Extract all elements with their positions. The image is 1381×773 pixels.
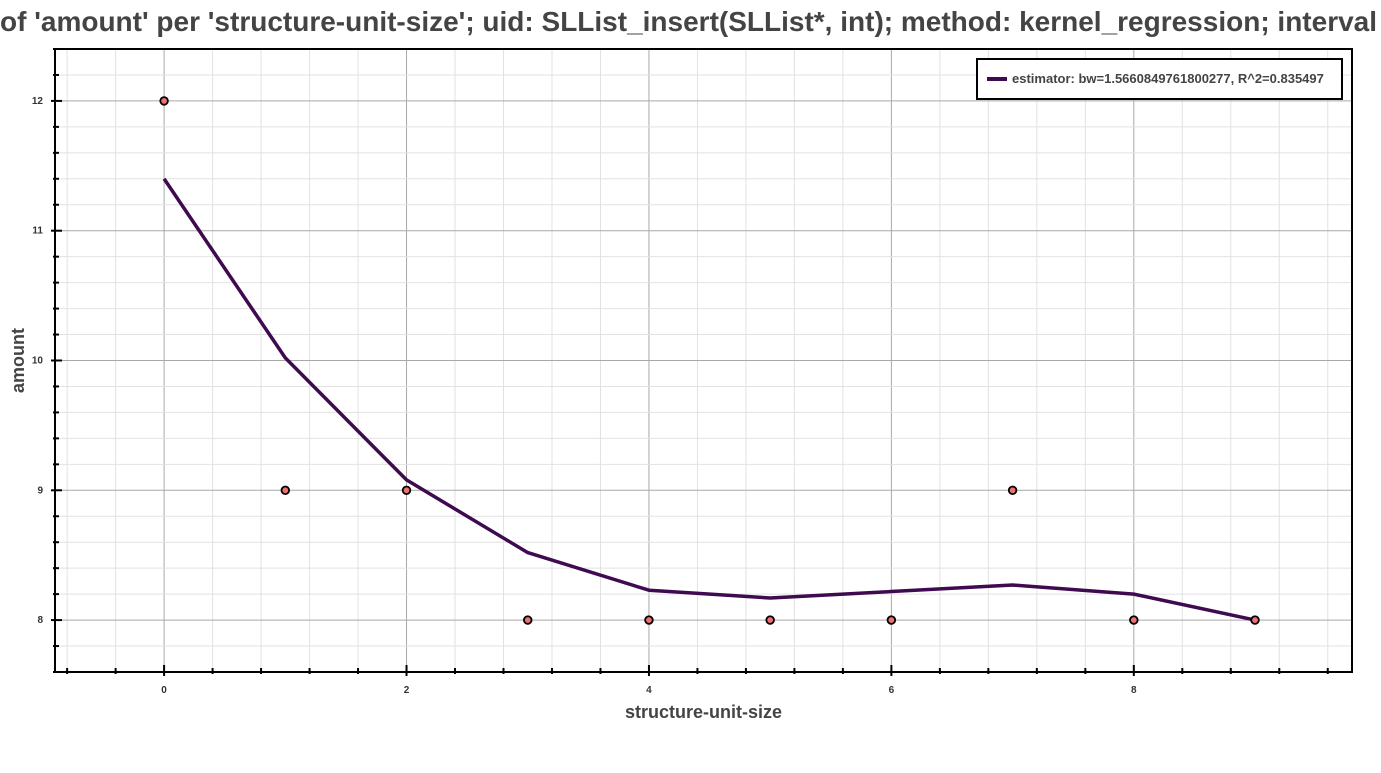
y-tick-label: 9 (37, 485, 43, 496)
legend-entry-estimator: estimator: bw=1.5660849761800277, R^2=0.… (1012, 71, 1324, 86)
y-tick-label: 8 (37, 615, 43, 626)
data-point (644, 615, 654, 625)
y-tick-label: 10 (32, 356, 44, 367)
data-point (765, 615, 775, 625)
x-tick-label: 6 (889, 685, 895, 696)
chart-title: of 'amount' per 'structure-unit-size'; u… (0, 6, 1378, 37)
x-axis-label: structure-unit-size (625, 702, 782, 722)
legend: estimator: bw=1.5660849761800277, R^2=0.… (976, 58, 1343, 100)
x-tick-label: 2 (404, 685, 410, 696)
y-tick-label: 11 (32, 226, 43, 237)
x-tick-label: 4 (646, 685, 652, 696)
grid (55, 48, 1352, 673)
axes: 0 2 4 6 8 8 9 10 11 12 (32, 48, 1329, 696)
data-point (1250, 615, 1260, 625)
data-point (1129, 615, 1139, 625)
y-tick-label: 12 (32, 96, 44, 107)
data-point (1007, 485, 1018, 495)
data-point (280, 485, 291, 495)
x-tick-label: 8 (1131, 685, 1137, 696)
data-point (886, 615, 897, 625)
y-axis-label: amount (8, 328, 28, 393)
data-point (159, 96, 169, 106)
data-point (523, 615, 533, 625)
estimator-line (162, 177, 1256, 622)
legend-box (976, 58, 1343, 100)
data-point (401, 485, 412, 495)
x-tick-label: 0 (161, 685, 167, 696)
series-layer (159, 96, 1260, 625)
